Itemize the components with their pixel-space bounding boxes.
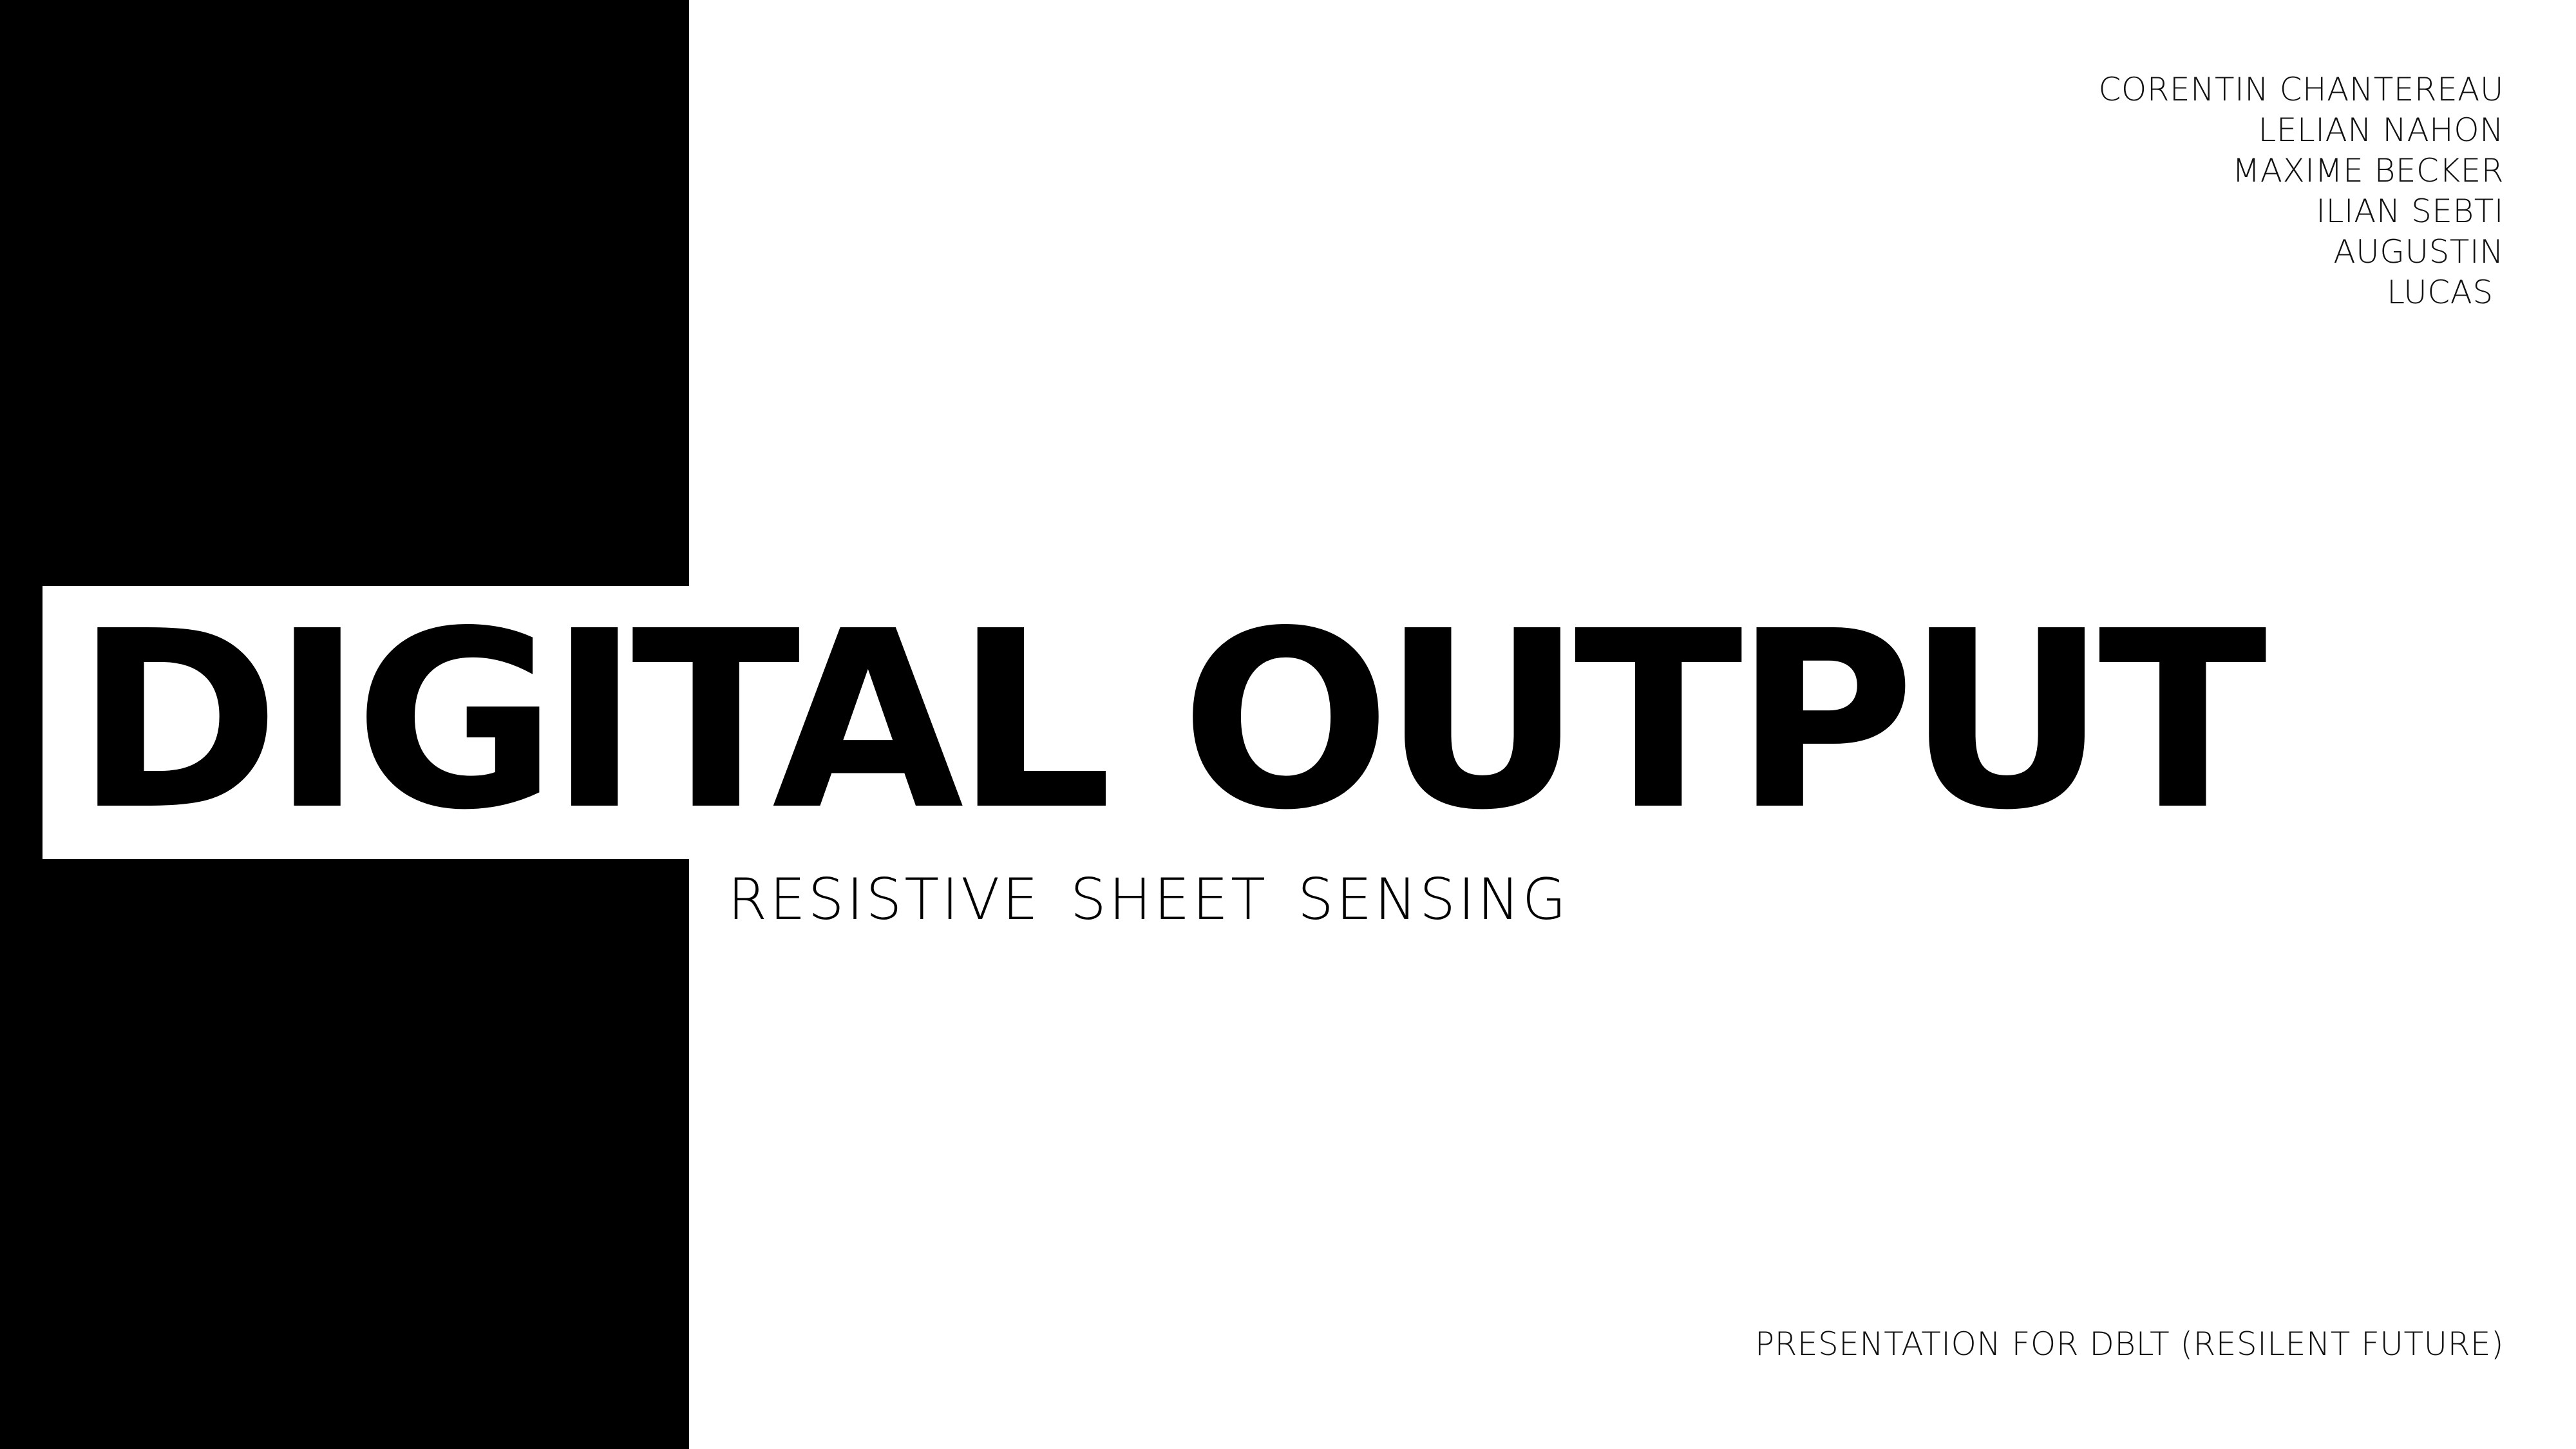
presentation-footer: PRESENTATION FOR DBLT (RESILENT FUTURE) <box>1755 1325 2504 1363</box>
author-name: MAXIME BECKER <box>2232 152 2504 189</box>
author-name: LELIAN NAHON <box>2258 111 2504 149</box>
author-name: AUGUSTIN <box>2333 233 2504 270</box>
author-name: ILIAN SEBTI <box>2316 193 2504 230</box>
author-list: CORENTIN CHANTEREAU LELIAN NAHON MAXIME … <box>2099 70 2504 313</box>
title-highlight-box <box>43 586 689 859</box>
slide-subtitle: RESISTIVE SHEET SENSING <box>728 866 1569 933</box>
author-name: LUCAS <box>2387 274 2504 311</box>
author-name: CORENTIN CHANTEREAU <box>2098 71 2504 108</box>
slide-title: DIGITAL OUTPUT <box>75 578 2267 864</box>
